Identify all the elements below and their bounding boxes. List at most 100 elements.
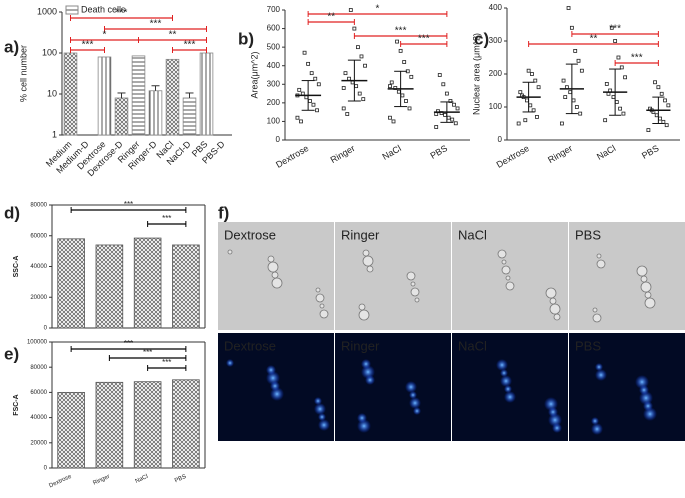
point: [313, 76, 318, 81]
nucleus: [591, 423, 603, 435]
micrograph-label: NaCl: [458, 227, 487, 242]
point: [341, 86, 346, 90]
cell: [271, 271, 279, 279]
sig-label: ***: [184, 40, 196, 51]
x-tick-label: Ringer: [92, 474, 111, 487]
x-tick-label: PBS: [174, 474, 187, 485]
nucleus: [595, 369, 607, 381]
point: [311, 102, 316, 107]
cell: [501, 259, 507, 265]
panel-label: d): [4, 203, 20, 222]
point: [345, 112, 350, 116]
cell: [505, 281, 515, 291]
point: [359, 54, 364, 59]
point: [446, 115, 451, 120]
point: [437, 73, 442, 77]
cell: [640, 281, 652, 293]
cell: [636, 265, 648, 277]
micrograph-label: Ringer: [341, 338, 380, 353]
sig-label: ***: [124, 339, 133, 348]
cell: [410, 281, 416, 287]
y-axis-label: SSC-A: [13, 256, 20, 278]
micrograph-label: PBS: [575, 338, 601, 353]
bar: [95, 244, 124, 329]
cell: [271, 277, 283, 289]
micrograph-label: PBS: [575, 227, 601, 242]
y-tick-label: 300: [489, 36, 503, 45]
bar: [57, 391, 85, 469]
y-tick-label: 0: [44, 326, 48, 332]
sig-label: *: [376, 4, 380, 15]
micrograph-label: NaCl: [458, 338, 487, 353]
micrograph-label: Ringer: [341, 227, 380, 242]
cell: [319, 309, 329, 319]
point: [363, 63, 367, 68]
point: [309, 71, 314, 76]
micrograph-label: Dextrose: [224, 227, 276, 242]
point: [297, 87, 302, 92]
point: [659, 91, 664, 96]
point: [646, 128, 651, 133]
point: [518, 90, 523, 95]
point: [350, 80, 355, 85]
point: [664, 123, 669, 128]
point: [295, 115, 300, 120]
point: [574, 105, 579, 109]
point: [658, 116, 662, 121]
nucleus: [266, 365, 276, 375]
cell: [497, 249, 507, 259]
nucleus: [405, 381, 417, 393]
point: [523, 118, 528, 123]
point: [621, 111, 626, 116]
point: [409, 74, 414, 79]
point: [528, 103, 533, 108]
y-tick-label: 1000: [37, 6, 57, 16]
sig-label: **: [327, 12, 335, 23]
point: [448, 99, 453, 103]
point: [402, 60, 407, 64]
cell: [315, 287, 321, 293]
nucleus: [226, 359, 234, 367]
micrograph: [569, 222, 685, 330]
point: [396, 89, 401, 94]
sig-label: ***: [124, 200, 133, 209]
y-tick-label: 20000: [30, 295, 47, 301]
point: [455, 106, 460, 111]
point: [618, 106, 623, 111]
point: [616, 55, 621, 60]
y-axis-label: % cell number: [18, 45, 28, 102]
point: [434, 125, 439, 129]
sig-label: ***: [609, 24, 621, 35]
point: [354, 84, 359, 89]
point: [400, 93, 405, 98]
point: [619, 65, 624, 70]
point: [576, 58, 581, 63]
y-tick-label: 0: [276, 135, 281, 144]
sig-label: **: [590, 34, 598, 45]
point: [391, 119, 396, 124]
cell: [640, 275, 648, 283]
x-tick-label: Ringer: [546, 143, 574, 165]
point: [561, 78, 566, 83]
point: [666, 103, 671, 108]
point: [452, 102, 456, 107]
bar: [133, 237, 162, 329]
bar: [165, 58, 180, 136]
point: [398, 48, 403, 53]
y-tick-label: 80000: [30, 203, 47, 209]
point: [661, 119, 666, 124]
point: [361, 97, 366, 102]
nucleus: [591, 417, 599, 425]
x-tick-label: PBS: [428, 143, 449, 161]
point: [654, 113, 659, 118]
point: [569, 25, 574, 30]
point: [441, 82, 446, 87]
point: [348, 8, 353, 12]
cell: [267, 261, 279, 273]
y-tick-label: 500: [267, 42, 281, 51]
x-tick-label: NaCl: [380, 143, 402, 162]
y-tick-label: 100: [489, 102, 503, 111]
micrograph-label: Dextrose: [224, 338, 276, 353]
bar: [182, 97, 197, 136]
nucleus: [496, 359, 508, 371]
